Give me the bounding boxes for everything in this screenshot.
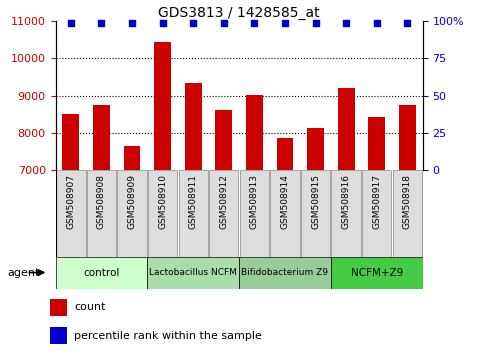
Text: GSM508914: GSM508914: [281, 174, 289, 229]
Bar: [277, 138, 293, 354]
Bar: [50, 327, 67, 344]
Point: [67, 20, 75, 25]
Bar: [117, 170, 147, 257]
Point: [312, 20, 319, 25]
Bar: [215, 110, 232, 354]
Text: GSM508917: GSM508917: [372, 174, 381, 229]
Bar: [362, 170, 391, 257]
Bar: [307, 128, 324, 354]
Bar: [239, 257, 331, 289]
Text: GSM508910: GSM508910: [158, 174, 167, 229]
Text: percentile rank within the sample: percentile rank within the sample: [74, 331, 262, 341]
Bar: [399, 105, 416, 354]
Bar: [185, 82, 201, 354]
Bar: [240, 170, 269, 257]
Text: GSM508907: GSM508907: [66, 174, 75, 229]
Text: GSM508911: GSM508911: [189, 174, 198, 229]
Text: Bifidobacterium Z9: Bifidobacterium Z9: [242, 268, 328, 277]
Point: [342, 20, 350, 25]
Point: [220, 20, 227, 25]
Text: GSM508913: GSM508913: [250, 174, 259, 229]
Bar: [147, 257, 239, 289]
Bar: [124, 146, 141, 354]
Point: [128, 20, 136, 25]
Bar: [209, 170, 239, 257]
Text: GSM508915: GSM508915: [311, 174, 320, 229]
Text: agent: agent: [7, 268, 40, 278]
Bar: [331, 170, 361, 257]
Point: [403, 20, 411, 25]
Bar: [338, 88, 355, 354]
Text: count: count: [74, 302, 106, 312]
Bar: [93, 105, 110, 354]
Point: [98, 20, 105, 25]
Point: [373, 20, 381, 25]
Point: [189, 20, 197, 25]
Text: control: control: [83, 268, 120, 278]
Point: [251, 20, 258, 25]
Bar: [331, 257, 423, 289]
Bar: [56, 170, 85, 257]
Bar: [369, 117, 385, 354]
Title: GDS3813 / 1428585_at: GDS3813 / 1428585_at: [158, 6, 320, 20]
Text: GSM508908: GSM508908: [97, 174, 106, 229]
Bar: [62, 114, 79, 354]
Text: NCFM+Z9: NCFM+Z9: [351, 268, 403, 278]
Text: GSM508909: GSM508909: [128, 174, 137, 229]
Bar: [179, 170, 208, 257]
Point: [159, 20, 167, 25]
Bar: [56, 257, 147, 289]
Bar: [154, 42, 171, 354]
Bar: [393, 170, 422, 257]
Bar: [301, 170, 330, 257]
Text: GSM508912: GSM508912: [219, 174, 228, 229]
Text: Lactobacillus NCFM: Lactobacillus NCFM: [149, 268, 237, 277]
Bar: [87, 170, 116, 257]
Text: GSM508916: GSM508916: [341, 174, 351, 229]
Text: GSM508918: GSM508918: [403, 174, 412, 229]
Bar: [50, 299, 67, 316]
Bar: [246, 95, 263, 354]
Bar: [148, 170, 177, 257]
Bar: [270, 170, 299, 257]
Point: [281, 20, 289, 25]
